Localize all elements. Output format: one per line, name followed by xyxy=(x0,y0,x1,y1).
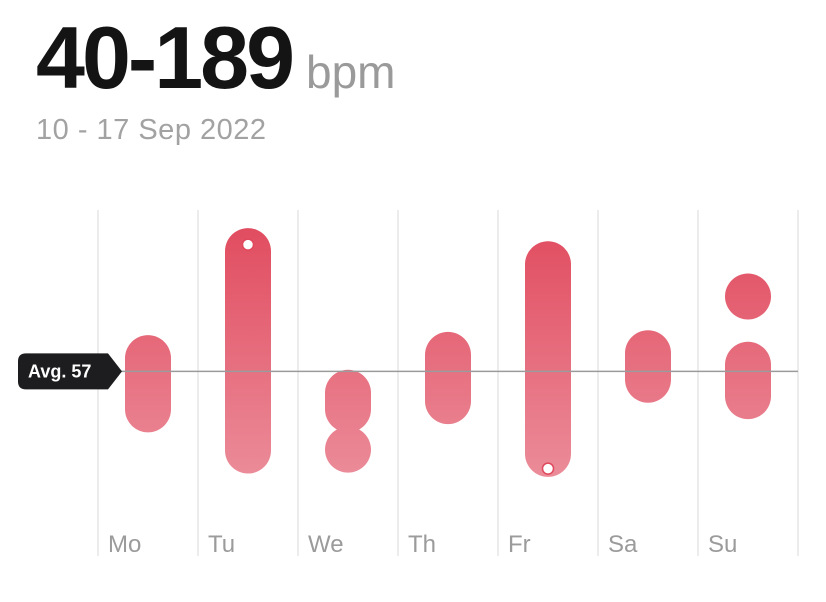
min-marker-fr xyxy=(541,462,555,475)
range-unit: bpm xyxy=(306,46,396,98)
day-label-fr: Fr xyxy=(508,531,531,558)
day-labels: Mo Tu We Th Fr Sa Su xyxy=(108,531,737,558)
day-label-tu: Tu xyxy=(208,531,235,558)
range-bar-sa[interactable] xyxy=(625,330,671,403)
range-bar-we-2[interactable] xyxy=(325,369,371,433)
range-bar-fr[interactable] xyxy=(525,241,571,477)
range-bar-th[interactable] xyxy=(425,331,471,425)
heart-rate-range: 40-189 bpm xyxy=(36,14,396,102)
range-value: 40-189 xyxy=(36,8,295,107)
range-bar-su-2[interactable] xyxy=(725,273,771,320)
range-bar-su-1[interactable] xyxy=(725,341,771,420)
range-bar-we-1[interactable] xyxy=(325,426,371,473)
range-bar-tu[interactable] xyxy=(225,228,271,474)
range-bars xyxy=(125,228,771,477)
max-marker-tu xyxy=(241,238,255,251)
range-bar-mo[interactable] xyxy=(125,335,171,433)
day-label-th: Th xyxy=(408,531,436,558)
header: 40-189 bpm xyxy=(36,14,396,102)
day-label-we: We xyxy=(308,531,344,558)
date-range: 10 - 17 Sep 2022 xyxy=(36,114,267,146)
day-label-sa: Sa xyxy=(608,531,638,558)
day-label-su: Su xyxy=(708,531,737,558)
average-tag xyxy=(18,353,122,390)
day-label-mo: Mo xyxy=(108,531,141,558)
grid-lines xyxy=(97,210,799,556)
extreme-markers xyxy=(241,238,555,475)
average-label: Avg. 57 xyxy=(28,361,91,381)
average-marker: Avg. 57 xyxy=(18,353,798,390)
